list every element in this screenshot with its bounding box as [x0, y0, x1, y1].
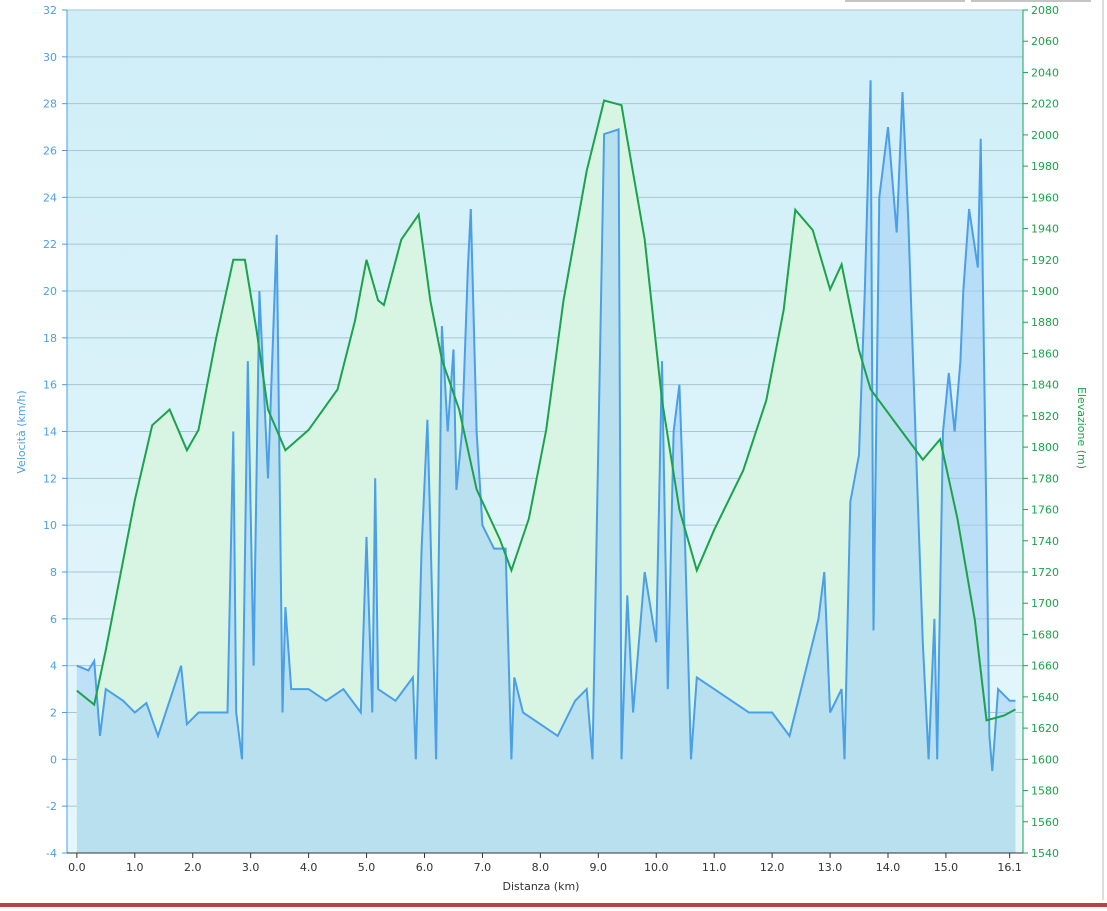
x-tick-label: 1.0 [126, 861, 144, 874]
x-tick-label: 12.0 [760, 861, 785, 874]
y2-tick-label: 1680 [1031, 628, 1059, 641]
y-tick-label: 32 [43, 4, 57, 17]
y2-tick-label: 1980 [1031, 160, 1059, 173]
x-tick-label: 0.0 [68, 861, 86, 874]
y2-tick-label: 1740 [1031, 535, 1059, 548]
x-tick-label: 5.0 [358, 861, 376, 874]
y-tick-label: 16 [43, 379, 57, 392]
y2-tick-label: 1960 [1031, 191, 1059, 204]
x-tick-label: 13.0 [818, 861, 843, 874]
y-tick-label: 6 [50, 613, 57, 626]
y-axis-label: Velocità (km/h) [15, 390, 28, 473]
y2-tick-label: 1940 [1031, 223, 1059, 236]
y2-tick-label: 1620 [1031, 722, 1059, 735]
y-tick-label: -2 [46, 800, 57, 813]
y2-tick-label: 1920 [1031, 254, 1059, 267]
x-tick-label: 6.0 [416, 861, 434, 874]
x-tick-label: 8.0 [532, 861, 550, 874]
y-tick-label: 10 [43, 519, 57, 532]
y2-tick-label: 2020 [1031, 98, 1059, 111]
y-tick-label: 30 [43, 51, 57, 64]
y-tick-label: 4 [50, 660, 57, 673]
y2-tick-label: 2040 [1031, 66, 1059, 79]
y2-tick-label: 1700 [1031, 597, 1059, 610]
y2-tick-label: 1820 [1031, 410, 1059, 423]
y2-tick-label: 1660 [1031, 660, 1059, 673]
y-tick-label: 14 [43, 426, 57, 439]
x-tick-label: 3.0 [242, 861, 260, 874]
y2-axis-label: Elevazione (m) [1075, 387, 1088, 469]
y-tick-label: 22 [43, 238, 57, 251]
y2-tick-label: 1780 [1031, 472, 1059, 485]
x-tick-label: 16.1 [997, 861, 1022, 874]
y-tick-label: -4 [46, 847, 57, 860]
area-fill [76, 100, 1016, 853]
y2-tick-label: 1840 [1031, 379, 1059, 392]
x-tick-label: 4.0 [300, 861, 318, 874]
x-tick-label: 10.0 [644, 861, 669, 874]
y-tick-label: 0 [50, 753, 57, 766]
y2-tick-label: 1860 [1031, 347, 1059, 360]
y2-tick-label: 2080 [1031, 4, 1059, 17]
y2-tick-label: 2000 [1031, 129, 1059, 142]
x-tick-label: 15.0 [934, 861, 959, 874]
x-tick-label: 14.0 [876, 861, 901, 874]
frame-bottom [0, 903, 1107, 907]
area-fill [76, 80, 1016, 854]
y2-tick-label: 1640 [1031, 691, 1059, 704]
y-tick-label: 20 [43, 285, 57, 298]
y-tick-label: 8 [50, 566, 57, 579]
x-tick-label: 7.0 [474, 861, 492, 874]
y2-tick-label: 1900 [1031, 285, 1059, 298]
y2-tick-label: 1560 [1031, 816, 1059, 829]
data-line [76, 80, 1016, 772]
data-line [76, 99, 1016, 722]
y-tick-label: 26 [43, 145, 57, 158]
y-tick-label: 2 [50, 707, 57, 720]
y2-tick-label: 2060 [1031, 35, 1059, 48]
y2-tick-label: 1580 [1031, 785, 1059, 798]
y-tick-label: 18 [43, 332, 57, 345]
x-tick-label: 9.0 [590, 861, 608, 874]
x-axis-label: Distanza (km) [503, 880, 580, 893]
y2-tick-label: 1800 [1031, 441, 1059, 454]
y2-tick-label: 1880 [1031, 316, 1059, 329]
y2-tick-label: 1600 [1031, 753, 1059, 766]
y2-tick-label: 1720 [1031, 566, 1059, 579]
y-tick-label: 28 [43, 98, 57, 111]
y-tick-label: 12 [43, 472, 57, 485]
y-tick-label: 24 [43, 191, 57, 204]
x-tick-label: 2.0 [184, 861, 202, 874]
y2-tick-label: 1540 [1031, 847, 1059, 860]
y2-tick-label: 1760 [1031, 504, 1059, 517]
x-tick-label: 11.0 [702, 861, 727, 874]
